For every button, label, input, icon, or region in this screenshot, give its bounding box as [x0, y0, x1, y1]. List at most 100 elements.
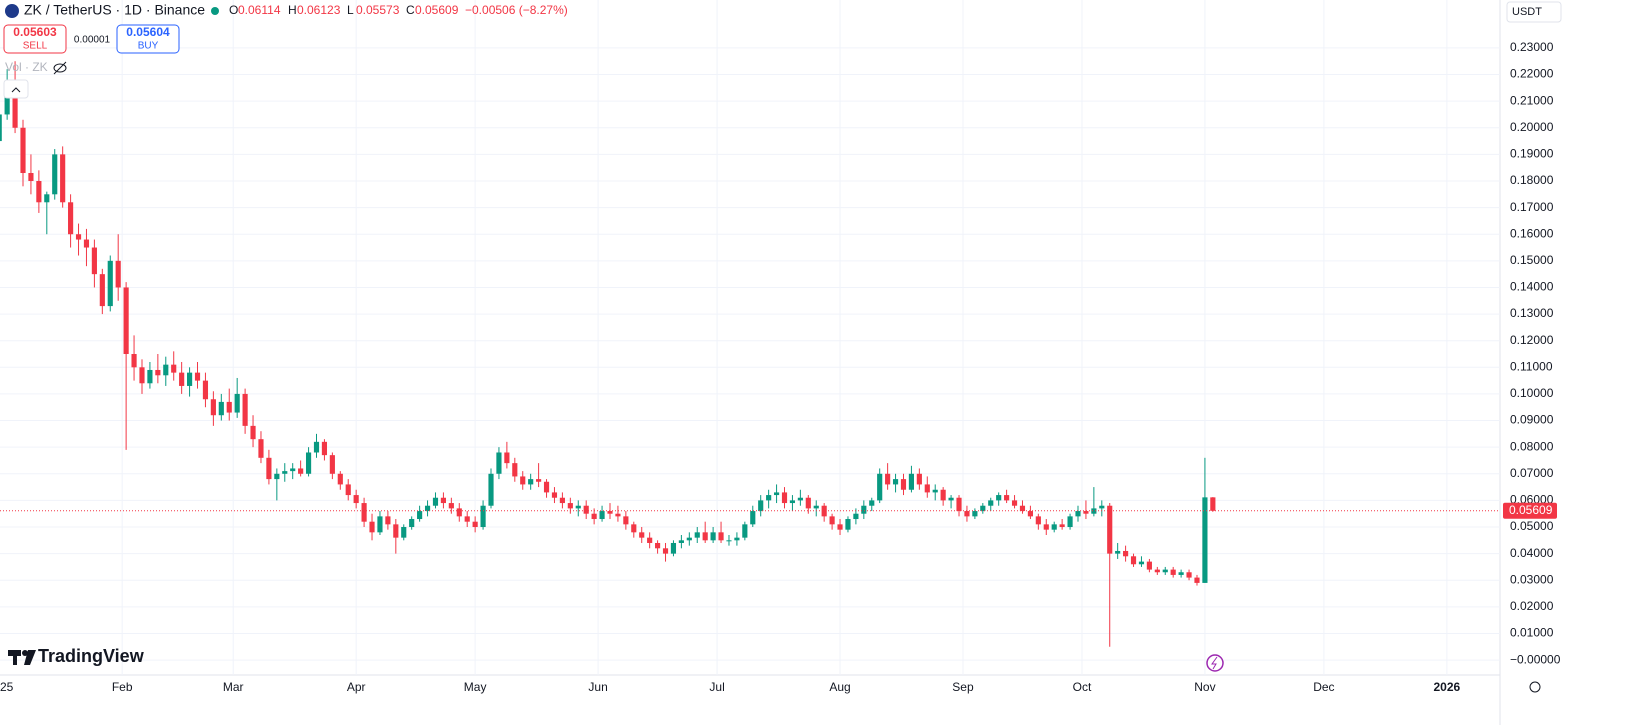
candle-body — [0, 114, 2, 142]
x-tick-label: Dec — [1313, 680, 1334, 694]
last-price-label: 0.05609 — [1509, 503, 1553, 517]
currency-button[interactable] — [1506, 1, 1562, 23]
candle-body — [1011, 500, 1018, 506]
candle-body — [353, 495, 359, 504]
sell-price: 0.05603 — [13, 25, 57, 39]
y-tick-label: 0.05000 — [1510, 519, 1554, 533]
y-tick-label: 0.14000 — [1510, 280, 1554, 294]
candle-body — [417, 511, 423, 520]
chart-title[interactable]: ZK / TetherUS · 1D · Binance — [24, 2, 205, 18]
candle-body — [591, 513, 597, 520]
candle-body — [290, 468, 296, 472]
x-tick-label: Jul — [709, 680, 724, 694]
candle-body — [892, 479, 899, 485]
ohlc-value: 0.06123 — [297, 3, 341, 17]
candle-body — [845, 519, 851, 530]
candle-body — [345, 484, 351, 496]
hide-icon[interactable] — [53, 61, 67, 75]
candle-body — [234, 393, 240, 413]
candle-body — [615, 513, 621, 517]
sell-label: SELL — [23, 41, 48, 52]
x-tick-label: Oct — [1073, 680, 1092, 694]
candle-body — [258, 439, 264, 458]
settings-icon[interactable] — [1529, 681, 1541, 693]
candle-body — [44, 194, 50, 203]
candle-body — [409, 519, 415, 528]
candle-body — [559, 497, 565, 504]
candle-body — [377, 516, 383, 533]
candle-body — [321, 441, 328, 456]
symbol-icon — [5, 4, 19, 18]
candle-body — [1162, 569, 1168, 573]
candle-body — [1178, 572, 1184, 575]
sell-button[interactable] — [3, 24, 67, 54]
candle-body — [567, 503, 573, 509]
candle-body — [718, 532, 724, 541]
candle-body — [543, 481, 550, 493]
x-tick-label: Jun — [588, 680, 607, 694]
x-tick-label: Mar — [223, 680, 244, 694]
candle-body — [528, 479, 534, 485]
candle-body — [639, 532, 645, 538]
candle-body — [678, 540, 684, 543]
candle-body — [266, 457, 272, 480]
candle-body — [313, 441, 320, 453]
candle-body — [432, 497, 439, 506]
candle-body — [1107, 505, 1113, 554]
candle-body — [750, 511, 756, 525]
candle-body — [28, 173, 34, 181]
candle-body — [298, 468, 304, 474]
candle-body — [1091, 508, 1097, 514]
candle-body — [781, 492, 788, 504]
candle-body — [1051, 524, 1057, 530]
candle-body — [670, 542, 677, 554]
volume-label[interactable]: Vol · ZK — [5, 60, 48, 74]
spread: 0.00001 — [74, 35, 111, 46]
event-icon[interactable] — [1206, 654, 1224, 672]
candle-body — [52, 154, 58, 195]
candle-body — [401, 527, 407, 538]
candle-body — [1210, 497, 1216, 511]
candle-body — [163, 364, 169, 376]
candle-body — [964, 511, 970, 517]
candle-body — [647, 537, 653, 543]
candle-body — [480, 505, 486, 528]
candle-body — [75, 234, 82, 240]
candle-body — [329, 455, 335, 474]
candle-body — [710, 532, 716, 541]
buy-button[interactable] — [116, 24, 180, 54]
candle-body — [1186, 572, 1192, 578]
candle-body — [829, 516, 835, 525]
candle-body — [599, 511, 605, 520]
candle-body — [369, 521, 375, 533]
ohlc-value: 0.06114 — [238, 3, 281, 17]
candle-body — [885, 473, 891, 485]
candle-body — [797, 497, 803, 501]
candle-body — [575, 505, 581, 509]
candle-body — [155, 369, 161, 376]
candle-body — [924, 484, 930, 493]
candle-body — [1075, 511, 1081, 517]
candle-body — [948, 497, 954, 501]
candle-body — [1170, 569, 1176, 575]
y-tick-label: 0.23000 — [1510, 40, 1554, 54]
candle-body — [742, 524, 748, 538]
candle-body — [662, 548, 669, 554]
candle-body — [456, 508, 462, 517]
candle-body — [250, 425, 256, 440]
candle-body — [805, 497, 811, 509]
candle-body — [20, 127, 26, 174]
candle-body — [512, 463, 518, 477]
candles — [0, 61, 1216, 647]
candle-body — [916, 473, 922, 485]
candle-body — [734, 537, 740, 541]
collapse-button[interactable] — [3, 79, 29, 99]
y-tick-label: 0.07000 — [1510, 466, 1554, 480]
candle-body — [583, 505, 589, 514]
buy-price: 0.05604 — [126, 25, 170, 39]
candle-body — [551, 492, 558, 498]
candle-body — [464, 516, 470, 522]
x-tick-label: Aug — [829, 680, 850, 694]
y-tick-label: 0.18000 — [1510, 173, 1554, 187]
candle-body — [631, 524, 637, 533]
